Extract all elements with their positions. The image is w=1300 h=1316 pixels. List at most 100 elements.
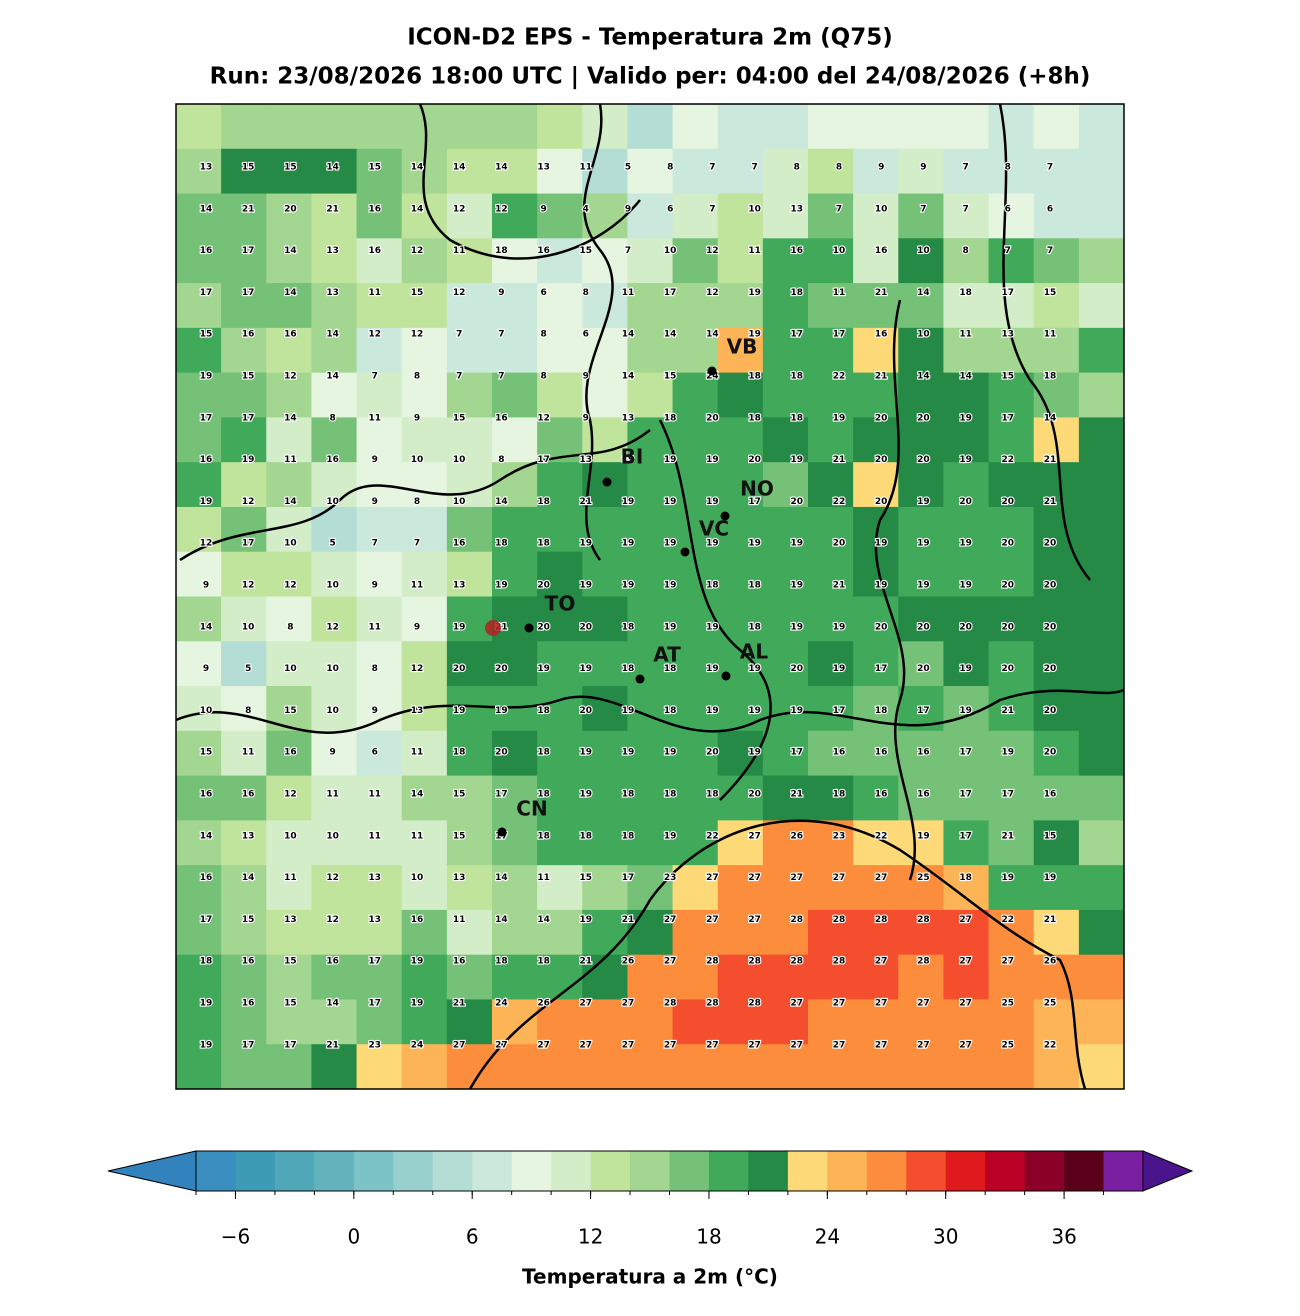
temperature-value: 11	[748, 246, 761, 256]
temperature-value: 23	[833, 831, 846, 841]
temperature-value: 16	[200, 455, 213, 465]
city-label: BI	[621, 445, 644, 469]
temperature-cell	[988, 820, 1035, 866]
temperature-value: 10	[284, 539, 297, 549]
colorbar-label: Temperatura a 2m (°C)	[522, 1265, 778, 1289]
temperature-value: 19	[453, 706, 466, 716]
temperature-value: 19	[664, 748, 677, 758]
temperature-cell	[943, 148, 990, 195]
temperature-cell	[446, 104, 493, 150]
temperature-cell	[853, 596, 899, 642]
temperature-value: 15	[200, 748, 213, 758]
temperature-value: 20	[917, 455, 930, 465]
temperature-value: 27	[495, 1040, 508, 1050]
temperature-cell	[446, 238, 493, 284]
temperature-value: 16	[495, 413, 508, 423]
temperature-value: 27	[875, 873, 888, 883]
temperature-value: 19	[959, 413, 972, 423]
temperature-cell	[1078, 865, 1125, 911]
temperature-value: 11	[411, 831, 424, 841]
temperature-value: 15	[580, 246, 593, 256]
temperature-cell	[537, 193, 583, 239]
city-dot	[721, 671, 731, 681]
temperature-value: 19	[1044, 873, 1057, 883]
temperature-cell	[356, 551, 403, 597]
temperature-cell	[401, 641, 448, 687]
temperature-value: 18	[622, 622, 635, 632]
temperature-cell	[762, 148, 809, 195]
temperature-cell	[356, 686, 403, 732]
temperature-cell	[853, 327, 899, 374]
border	[998, 103, 1091, 581]
temperature-value: 16	[369, 246, 382, 256]
temperature-value: 17	[200, 915, 213, 925]
temperature-value: 14	[200, 831, 213, 841]
temperature-cell	[762, 775, 809, 821]
temperature-value: 10	[200, 706, 213, 716]
temperature-cell	[311, 820, 358, 866]
temperature-cell	[1078, 820, 1125, 866]
temperature-cell	[582, 909, 628, 956]
temperature-value: 16	[791, 246, 804, 256]
temperature-cell	[988, 999, 1035, 1045]
temperature-cell	[808, 999, 854, 1045]
temperature-cell	[1078, 283, 1125, 329]
temperature-cell	[762, 1044, 809, 1090]
temperature-value: 27	[833, 999, 846, 1009]
temperature-value: 14	[664, 330, 677, 340]
temperature-value: 12	[495, 204, 508, 214]
temperature-cell	[537, 596, 583, 642]
temperature-cell	[762, 596, 809, 642]
temperature-value: 11	[833, 288, 846, 298]
temperature-value: 15	[453, 831, 466, 841]
temperature-cell	[808, 104, 854, 150]
temperature-value: 21	[1002, 831, 1015, 841]
temperature-cell	[1078, 730, 1125, 777]
temperature-cell	[221, 1044, 267, 1090]
temperature-value: 27	[833, 1040, 846, 1050]
temperature-value: 19	[833, 664, 846, 674]
temperature-cell	[762, 283, 809, 329]
temperature-value: 20	[875, 497, 888, 507]
temperature-value: 28	[791, 915, 804, 925]
temperature-cell	[1033, 641, 1080, 687]
temperature-cell	[356, 954, 403, 1000]
temperature-value: 19	[622, 455, 635, 465]
temperature-value: 10	[875, 204, 888, 214]
temperature-value: 16	[242, 790, 255, 800]
temperature-cell	[266, 641, 312, 687]
temperature-cell	[853, 865, 899, 911]
temperature-value: 15	[242, 915, 255, 925]
temperature-value: 14	[326, 330, 339, 340]
temperature-cell	[446, 283, 493, 329]
temperature-cell	[627, 954, 674, 1000]
temperature-value: 15	[284, 957, 297, 967]
temperature-cell	[1033, 954, 1080, 1000]
colorbar-swatch	[669, 1151, 710, 1191]
temperature-value: 9	[625, 204, 631, 214]
temperature-value: 17	[622, 873, 635, 883]
temperature-cell	[221, 372, 267, 418]
colorbar-under	[107, 1150, 197, 1192]
temperature-value: 27	[580, 1040, 593, 1050]
temperature-cell	[537, 775, 583, 821]
colorbar-tick-label: −6	[221, 1225, 250, 1249]
temperature-value: 11	[580, 163, 593, 173]
temperature-cell	[401, 238, 448, 284]
temperature-cell	[943, 1044, 990, 1090]
temperature-cell	[176, 909, 222, 956]
temperature-value: 19	[791, 581, 804, 591]
temperature-value: 28	[791, 957, 804, 967]
temperature-cell	[898, 193, 944, 239]
temperature-value: 11	[453, 246, 466, 256]
temperature-cell	[176, 193, 222, 239]
temperature-cell	[266, 193, 312, 239]
temperature-cell	[221, 462, 267, 508]
temperature-value: 9	[498, 288, 504, 298]
temperature-cell	[627, 372, 674, 418]
temperature-cell	[762, 820, 809, 866]
temperature-cell	[1078, 193, 1125, 239]
colorbar-swatch	[196, 1151, 236, 1191]
temperature-cell	[176, 999, 222, 1045]
temperature-value: 13	[326, 288, 339, 298]
